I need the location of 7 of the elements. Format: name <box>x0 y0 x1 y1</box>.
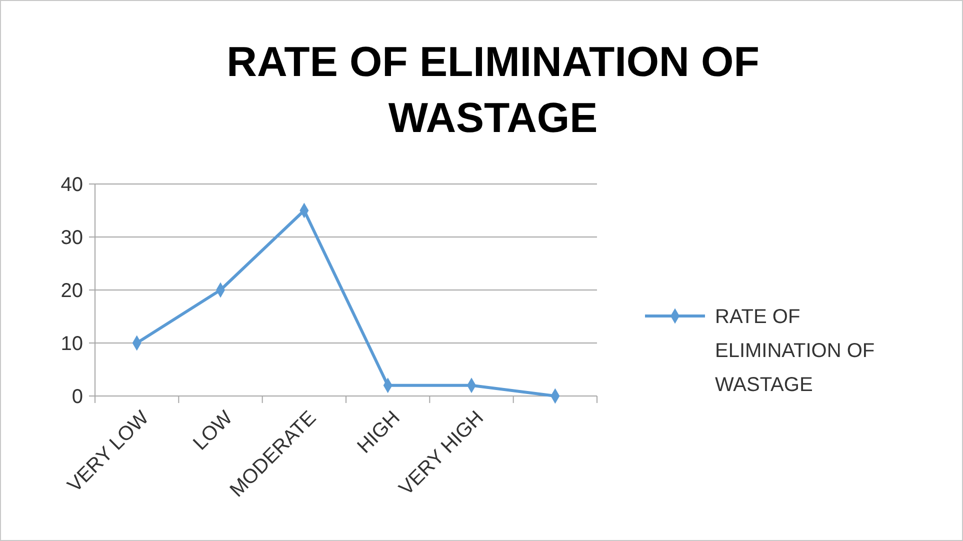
y-tick-label: 20 <box>60 280 83 302</box>
y-tick-label: 0 <box>72 386 83 408</box>
y-tick-label: 40 <box>60 174 83 196</box>
legend-label: RATE OF ELIMINATION OF WASTAGE <box>715 306 875 396</box>
chart-title: RATE OF ELIMINATION OF WASTAGE <box>226 38 760 141</box>
y-tick-label: 10 <box>60 333 83 355</box>
y-tick-label: 30 <box>60 227 83 249</box>
